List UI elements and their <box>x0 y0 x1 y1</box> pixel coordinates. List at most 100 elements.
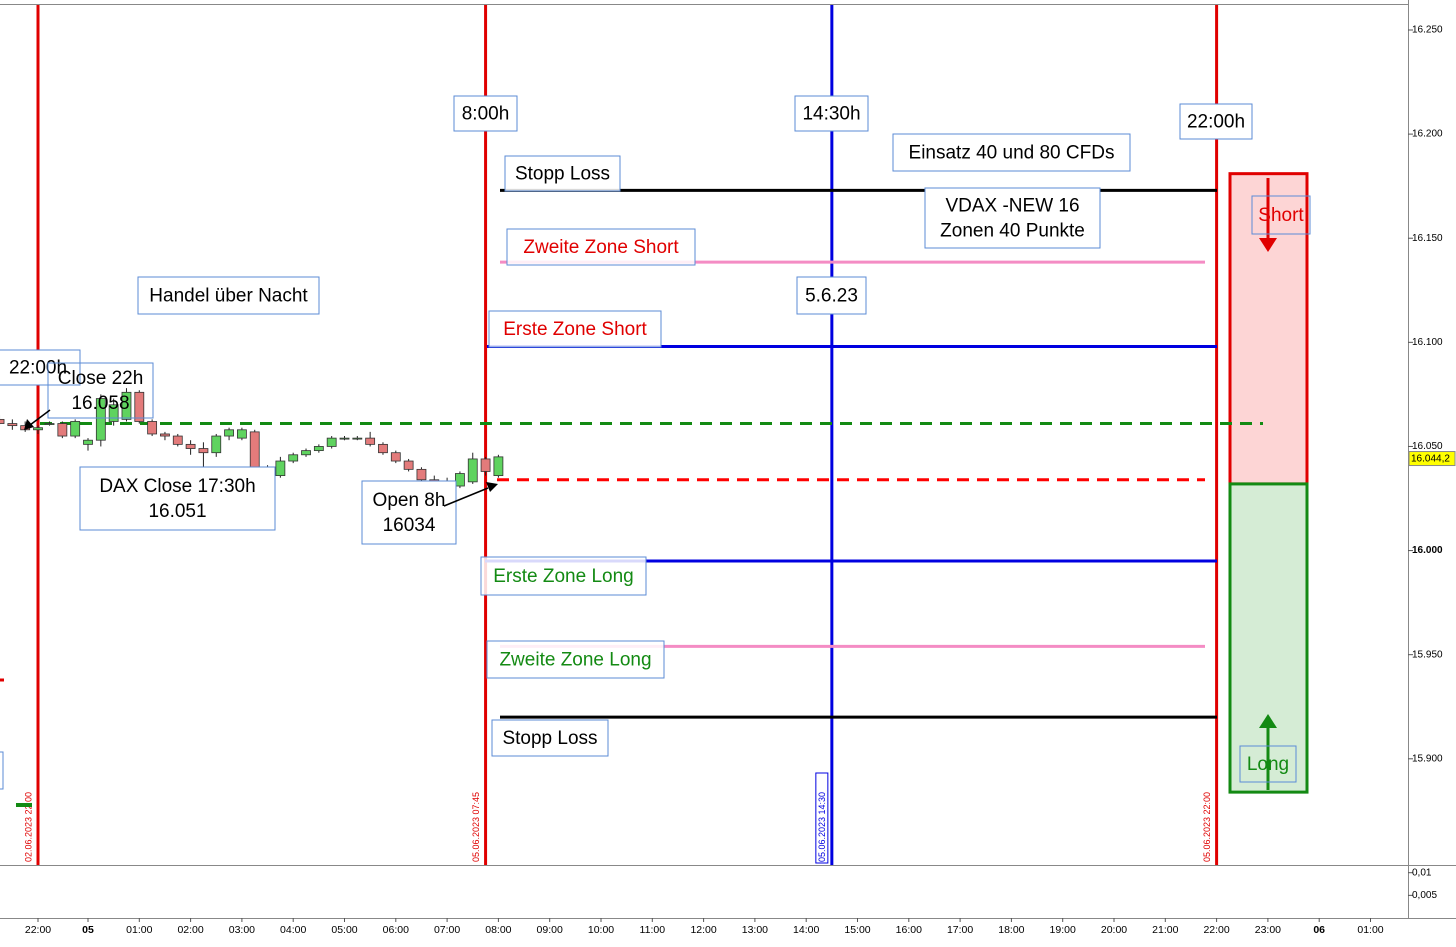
candle-body <box>70 421 81 437</box>
x-tick-label: 23:00 <box>1255 924 1281 936</box>
candle-body <box>185 443 196 449</box>
candle-body <box>326 437 337 447</box>
x-tick-label: 15:00 <box>844 924 870 936</box>
candle-body <box>211 435 222 454</box>
level-label-box <box>504 155 621 192</box>
y-tick-label: 15.950 <box>1412 649 1443 660</box>
x-tick-label: 21:00 <box>1152 924 1178 936</box>
annotation-box <box>79 466 276 531</box>
candle-body <box>147 421 158 435</box>
level-label: Erste Zone Long <box>493 566 633 587</box>
candle-body <box>365 437 376 445</box>
x-tick-label: 19:00 <box>1050 924 1076 936</box>
x-tick-label: 17:00 <box>947 924 973 936</box>
candle-body <box>378 443 388 454</box>
level-label-box <box>488 310 662 348</box>
candle-body <box>160 433 170 437</box>
level-label-box <box>480 556 647 596</box>
annotation-box <box>453 95 518 132</box>
zone-label: Long <box>1247 754 1289 775</box>
pointer-arrow <box>29 409 51 426</box>
candle-body <box>83 439 93 445</box>
candle-body <box>467 458 478 483</box>
annotation-text: 16034 <box>383 515 436 536</box>
candle-body <box>224 429 234 437</box>
candle-body <box>198 448 209 454</box>
candle-body <box>275 460 286 477</box>
pointer-arrow <box>443 487 489 507</box>
annotation-text: 8:00h <box>462 104 510 125</box>
candle-body <box>416 468 427 481</box>
x-tick-label: 12:00 <box>690 924 716 936</box>
y-tick-label: 16.150 <box>1412 233 1443 244</box>
candle-body <box>33 427 43 431</box>
annotation-box <box>796 276 867 315</box>
x-tick-label: 02:00 <box>177 924 203 936</box>
last-price-label: 16.044,2 <box>1411 454 1450 465</box>
level-label: Stopp Loss <box>502 728 597 749</box>
vertical-line-label: 05.06.2023 14:30 <box>817 792 827 862</box>
candle-body <box>236 429 247 439</box>
pointer-arrowhead <box>24 419 34 430</box>
x-tick-label: 16:00 <box>896 924 922 936</box>
candle-body <box>455 473 465 487</box>
lower-y-tick-label: 0,005 <box>1412 890 1437 901</box>
candle-body <box>480 458 491 472</box>
last-price-tag <box>1408 451 1456 467</box>
x-tick-label: 14:00 <box>793 924 819 936</box>
edge-box <box>0 751 4 790</box>
annotation-text: Close 22h <box>58 368 144 389</box>
annotation-text: Einsatz 40 und 80 CFDs <box>909 143 1115 164</box>
vertical-line-label: 02.06.2023 22:00 <box>23 792 33 862</box>
candle-body <box>121 391 132 420</box>
candle-body <box>249 431 260 470</box>
x-tick-label: 04:00 <box>280 924 306 936</box>
candle-body <box>313 446 324 452</box>
annotation-text: 14:30h <box>802 104 860 125</box>
annotation-box <box>892 133 1131 172</box>
x-tick-label: 05 <box>82 924 94 936</box>
x-tick-label: 05:00 <box>331 924 357 936</box>
x-tick-label: 07:00 <box>434 924 460 936</box>
vertical-line-label: 05.06.2023 07:45 <box>471 792 481 862</box>
annotation-text: Open 8h <box>373 490 446 511</box>
annotation-box <box>361 480 457 545</box>
candle-body <box>288 454 299 462</box>
x-tick-label: 11:00 <box>640 924 666 936</box>
candle-body <box>301 450 311 456</box>
x-tick-label: 01:00 <box>126 924 152 936</box>
plot: 16.250 16.200 16.150 16.100 16.050 16.000 15.9… <box>0 5 1456 936</box>
annotation-text: 16.058 <box>71 393 129 414</box>
x-tick-label: 18:00 <box>998 924 1024 936</box>
zone-label-box <box>1251 195 1311 235</box>
zone-label: Short <box>1258 205 1304 226</box>
vline-label-box <box>815 772 829 864</box>
zone-arrowhead <box>1259 238 1277 252</box>
x-tick-label: 01:00 <box>1357 924 1383 936</box>
y-tick-label: 16.000 <box>1412 545 1443 556</box>
annotation-text: VDAX -NEW 16 <box>945 196 1079 217</box>
y-tick-label: 16.200 <box>1412 129 1443 140</box>
annotation-box <box>794 95 869 132</box>
x-tick-label: 22:00 <box>25 924 51 936</box>
level-label: Zweite Zone Short <box>523 237 679 258</box>
x-tick-label: 06 <box>1313 924 1325 936</box>
y-tick-label: 16.100 <box>1412 337 1443 348</box>
level-label-box <box>486 640 665 679</box>
level-label: Erste Zone Short <box>503 319 647 340</box>
annotation-box <box>924 187 1101 249</box>
annotation-text: 5.6.23 <box>805 286 858 307</box>
candle-body <box>172 435 183 445</box>
x-tick-label: 08:00 <box>485 924 511 936</box>
candle-body <box>44 423 55 425</box>
pointer-arrowhead <box>486 482 498 492</box>
x-tick-label: 03:00 <box>229 924 255 936</box>
zone-label-box <box>1239 745 1297 783</box>
annotation-text: 16.051 <box>148 501 206 522</box>
annotation-text: 22:00h <box>1187 112 1245 133</box>
candle-body <box>7 423 18 427</box>
candle-body <box>95 398 106 441</box>
vertical-line-label: 05.06.2023 22:00 <box>1202 792 1212 862</box>
annotation-box <box>137 276 320 315</box>
annotation-text: Zonen 40 Punkte <box>940 221 1085 242</box>
